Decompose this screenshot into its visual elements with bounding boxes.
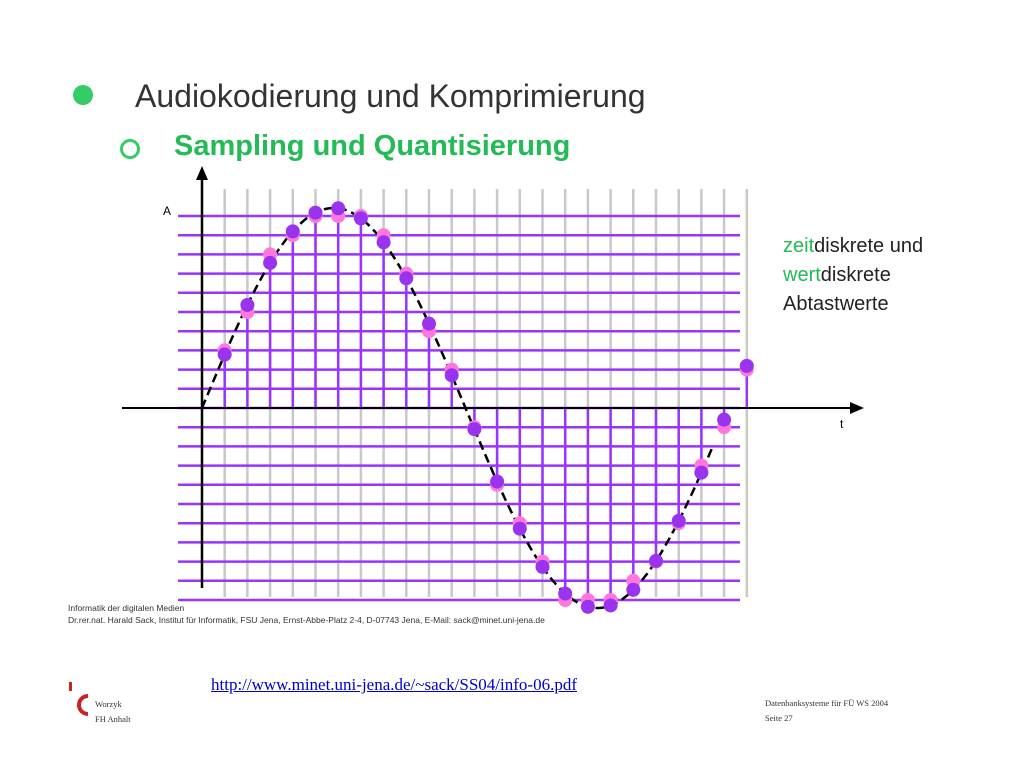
annotation-rest-2: diskrete xyxy=(820,264,891,286)
time-grid xyxy=(223,189,749,597)
sample-point xyxy=(399,271,414,286)
sample-point xyxy=(694,465,709,480)
source-link[interactable]: http://www.minet.uni-jena.de/~sack/SS04/… xyxy=(211,675,577,694)
sample-point xyxy=(217,347,232,362)
sample-point xyxy=(331,201,346,216)
bullet-dot-icon xyxy=(73,85,93,105)
axes: A t xyxy=(122,166,864,588)
credit-line-1: Informatik der digitalen Medien xyxy=(68,603,185,613)
arrow-right-icon xyxy=(850,402,864,414)
sample-point xyxy=(353,211,368,226)
bullet-ring-icon xyxy=(120,139,140,159)
footer-institution: FH Anhalt xyxy=(95,714,131,724)
annotation-accent-wert: wert xyxy=(783,264,821,286)
fh-anhalt-logo-icon xyxy=(69,682,89,716)
annotation-line-1: zeitdiskrete und xyxy=(783,232,923,261)
sample-point xyxy=(308,205,323,220)
sample-lines xyxy=(223,216,749,600)
footer-author: Worzyk xyxy=(95,699,122,709)
annotation-accent-zeit: zeit xyxy=(783,235,815,257)
sample-point xyxy=(603,598,618,613)
sample-point xyxy=(512,521,527,536)
sample-point xyxy=(717,412,732,427)
annotation-text: zeitdiskrete und wertdiskrete Abtastwert… xyxy=(783,232,923,319)
sample-point xyxy=(739,358,754,373)
sample-point xyxy=(376,235,391,250)
footer-course: Datenbanksysteme für FÜ WS 2004 xyxy=(765,698,889,708)
annotation-line-3: Abtastwerte xyxy=(783,293,889,315)
sample-point xyxy=(444,368,459,383)
annotation-rest-1: diskrete und xyxy=(814,235,924,257)
sample-point xyxy=(649,553,663,568)
footer-right: Datenbanksysteme für FÜ WS 2004 Seite 27 xyxy=(765,696,888,726)
footer-page: Seite 27 xyxy=(765,713,793,723)
credit-text: Informatik der digitalen Medien Dr.rer.n… xyxy=(68,602,545,626)
sample-point xyxy=(240,297,255,312)
sample-point xyxy=(626,582,641,597)
slide-heading: Audiokodierung und Komprimierung xyxy=(135,78,646,114)
sample-points xyxy=(217,201,754,614)
x-axis-label: t xyxy=(840,417,844,431)
sample-point xyxy=(580,599,595,614)
arrow-up-icon xyxy=(196,166,208,180)
sample-point xyxy=(535,559,550,574)
sample-point xyxy=(671,513,686,528)
sample-point xyxy=(490,474,505,489)
footer-left: Worzyk FH Anhalt xyxy=(95,697,131,727)
credit-line-2: Dr.rer.nat. Harald Sack, Institut für In… xyxy=(68,615,545,625)
sample-point xyxy=(263,255,278,270)
sample-point xyxy=(422,316,436,331)
sample-point xyxy=(467,422,482,437)
annotation-line-2: wertdiskrete xyxy=(783,261,923,290)
y-axis-label: A xyxy=(163,204,171,218)
sample-point xyxy=(285,224,300,239)
sample-point xyxy=(558,586,573,601)
slide-subheading: Sampling und Quantisierung xyxy=(174,130,571,162)
